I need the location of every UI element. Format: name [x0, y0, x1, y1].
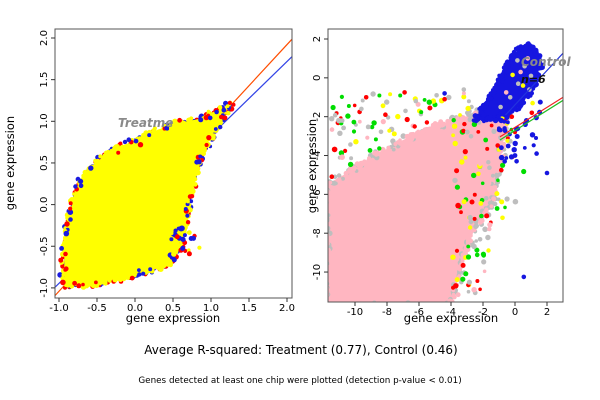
regression-line: [499, 99, 563, 141]
x-tick-label: -0.5: [87, 303, 107, 314]
outlier-dots-layer: [503, 56, 531, 95]
y-tick-label: -6: [312, 189, 323, 199]
edge-dots-layer: [328, 107, 509, 302]
x-tick-label: 1.5: [241, 303, 257, 314]
x-tick-label: 1.0: [203, 303, 219, 314]
y-tick-label: 0: [312, 75, 323, 81]
x-tick-label: -2: [478, 307, 488, 318]
y-tick-label: -0.5: [39, 236, 50, 256]
treatment-pairs-scatter: [55, 38, 292, 296]
x-tick-label: 0.5: [165, 303, 181, 314]
edge-dots-layer: [58, 100, 236, 289]
x-tick-label: -8: [382, 307, 392, 318]
x-tick-label: -10: [347, 307, 363, 318]
control-n-annotation: n=6: [521, 73, 546, 86]
control-pairs-scatter: [328, 41, 563, 302]
generated-plot-graphics: -1.0 -0.5 0.0 0.5 1.0 1.5 2.0 -1.0 -0.5 0.0 0.5 1.0…: [39, 28, 564, 318]
right-x-axis-label: gene expression: [404, 311, 498, 325]
cluster-fill: [328, 111, 507, 302]
x-tick-label: 0: [512, 307, 518, 318]
y-tick-label: 1.5: [39, 72, 50, 88]
outlier-dots-layer: [363, 90, 535, 119]
y-tick-label: -4: [312, 151, 323, 161]
y-tick-label: -8: [312, 228, 323, 238]
caption-r-squared: Average R-squared: Treatment (0.77), Con…: [144, 343, 458, 357]
band-dots-layer: [168, 228, 202, 268]
treatment-annotation: Treatme: [118, 116, 173, 130]
y-tick-label: 1.0: [39, 113, 50, 129]
x-tick-label: 2.0: [279, 303, 295, 314]
control-annotation: Control: [521, 55, 571, 69]
axis-ticks: -1.0 -0.5 0.0 0.5 1.0 1.5 2.0 -1.0 -0.5 0.0 0.5 1.0…: [39, 30, 295, 314]
y-tick-label: 0.0: [39, 197, 50, 213]
y-tick-label: 2: [312, 36, 323, 42]
y-tick-label: -1.0: [39, 278, 50, 298]
y-tick-label: -10: [312, 264, 323, 280]
axis-ticks: -10 -8 -6 -4 -2 0 2 2 0 -2 -4 -6 -8 -10: [312, 36, 550, 318]
y-tick-label: -2: [312, 112, 323, 122]
y-tick-label: 2.0: [39, 30, 50, 46]
x-tick-label: -6: [414, 307, 424, 318]
regression-line: [504, 52, 563, 116]
left-x-axis-label: gene expression: [126, 311, 220, 325]
y-tick-label: 0.5: [39, 155, 50, 171]
band-dots-layer: [329, 91, 474, 179]
x-tick-label: 0.0: [127, 303, 143, 314]
outlier-dots-layer: [339, 58, 534, 123]
cluster-fill: [64, 103, 232, 286]
x-tick-label: -1.0: [49, 303, 69, 314]
cluster-fill: [473, 44, 540, 121]
x-tick-label: -4: [446, 307, 456, 318]
plot-box: [327, 28, 564, 303]
regression-line: [499, 96, 563, 138]
caption-detection-note: Genes detected at least one chip were pl…: [138, 376, 461, 386]
outlier-dots-layer: [510, 72, 535, 106]
edge-dots-layer: [471, 41, 546, 124]
right-y-axis-label: gene expression: [305, 119, 319, 213]
x-tick-label: 2: [544, 307, 550, 318]
outlier-dots-layer: [442, 91, 550, 280]
left-y-axis-label: gene expression: [3, 116, 17, 210]
